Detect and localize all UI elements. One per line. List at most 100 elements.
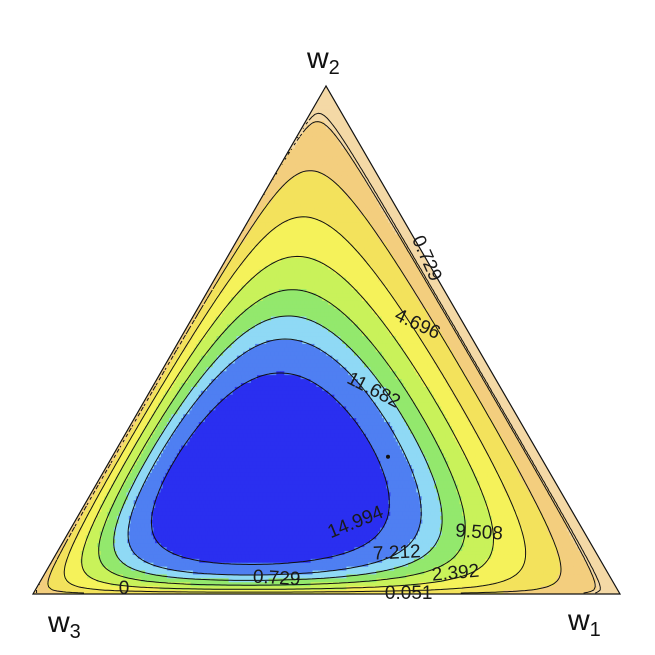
band-cell	[345, 261, 351, 267]
band-cell	[227, 351, 232, 357]
band-cell	[209, 402, 215, 408]
band-cell	[355, 148, 360, 154]
band-cell	[264, 347, 270, 353]
band-cell	[314, 429, 319, 435]
band-cell	[393, 261, 398, 267]
band-cell	[415, 375, 420, 380]
band-cell	[312, 156, 317, 161]
band-cell	[462, 429, 467, 435]
band-cell	[274, 250, 279, 255]
band-cell	[373, 199, 378, 204]
band-cell	[201, 402, 207, 408]
band-cell	[352, 375, 357, 380]
band-cell	[187, 433, 193, 439]
band-cell	[268, 211, 274, 216]
band-cell	[274, 340, 279, 345]
band-cell	[376, 246, 381, 251]
band-cell	[298, 422, 304, 427]
band-cell	[369, 406, 375, 411]
band-cell	[334, 277, 339, 282]
band-cell	[324, 168, 329, 173]
band-cell	[367, 312, 373, 318]
band-cell	[248, 265, 254, 271]
band-cell	[358, 394, 363, 400]
band-cell	[410, 394, 415, 400]
band-cell	[508, 406, 514, 411]
band-cell	[312, 437, 318, 443]
band-cell	[174, 429, 180, 435]
band-cell	[211, 441, 216, 447]
band-cell	[409, 269, 415, 275]
band-cell	[472, 398, 477, 404]
band-cell	[282, 394, 288, 400]
band-cell	[336, 328, 341, 333]
band-cell	[373, 297, 379, 302]
band-cell	[334, 316, 339, 322]
band-cell	[304, 156, 309, 161]
band-cell	[318, 281, 323, 286]
band-cell	[294, 429, 299, 435]
band-cell	[324, 437, 329, 443]
band-cell	[397, 242, 403, 247]
band-cell	[380, 371, 385, 376]
band-cell	[240, 246, 246, 251]
band-cell	[345, 164, 350, 169]
band-cell	[334, 343, 339, 349]
band-cell	[338, 422, 343, 427]
band-cell	[159, 386, 164, 392]
band-cell	[491, 437, 496, 443]
band-cell	[247, 281, 253, 286]
band-cell	[282, 250, 287, 255]
band-cell	[458, 347, 464, 353]
band-cell	[189, 382, 194, 388]
band-cell	[332, 293, 337, 298]
band-cell	[304, 398, 309, 404]
band-cell	[263, 281, 268, 286]
band-cell	[320, 293, 325, 298]
band-cell	[129, 437, 135, 443]
band-cell	[284, 183, 289, 189]
band-cell	[381, 343, 387, 349]
band-cell	[320, 222, 325, 228]
band-cell	[396, 218, 401, 224]
band-cell	[320, 300, 325, 306]
band-cell	[324, 93, 329, 99]
band-cell	[165, 445, 170, 451]
band-cell	[387, 265, 393, 271]
band-cell	[388, 398, 393, 404]
band-cell	[454, 402, 460, 408]
band-cell	[286, 441, 292, 447]
band-cell	[487, 382, 492, 388]
band-cell	[400, 254, 406, 259]
band-cell	[247, 406, 252, 411]
band-cell	[366, 160, 371, 165]
band-cell	[235, 433, 240, 439]
band-cell	[453, 386, 459, 392]
band-cell	[269, 257, 274, 263]
band-cell	[298, 277, 303, 282]
band-cell	[288, 402, 294, 408]
band-cell	[197, 355, 202, 361]
band-cell	[324, 402, 329, 408]
band-cell	[300, 183, 305, 189]
band-cell	[355, 168, 360, 173]
band-cell	[131, 441, 137, 447]
band-cell	[310, 367, 315, 372]
band-cell	[204, 336, 210, 341]
band-cell	[274, 234, 280, 239]
band-cell	[364, 218, 369, 224]
band-cell	[151, 414, 157, 419]
band-cell	[423, 410, 429, 415]
band-cell	[219, 316, 225, 322]
band-cell	[413, 414, 419, 419]
band-cell	[371, 183, 377, 189]
band-cell	[223, 406, 228, 411]
band-cell	[232, 328, 238, 333]
band-cell	[169, 375, 175, 380]
band-cell	[364, 328, 369, 333]
band-cell	[330, 304, 335, 310]
band-cell	[350, 304, 355, 310]
band-cell	[421, 433, 426, 439]
band-cell	[425, 269, 431, 275]
band-cell	[157, 382, 163, 388]
